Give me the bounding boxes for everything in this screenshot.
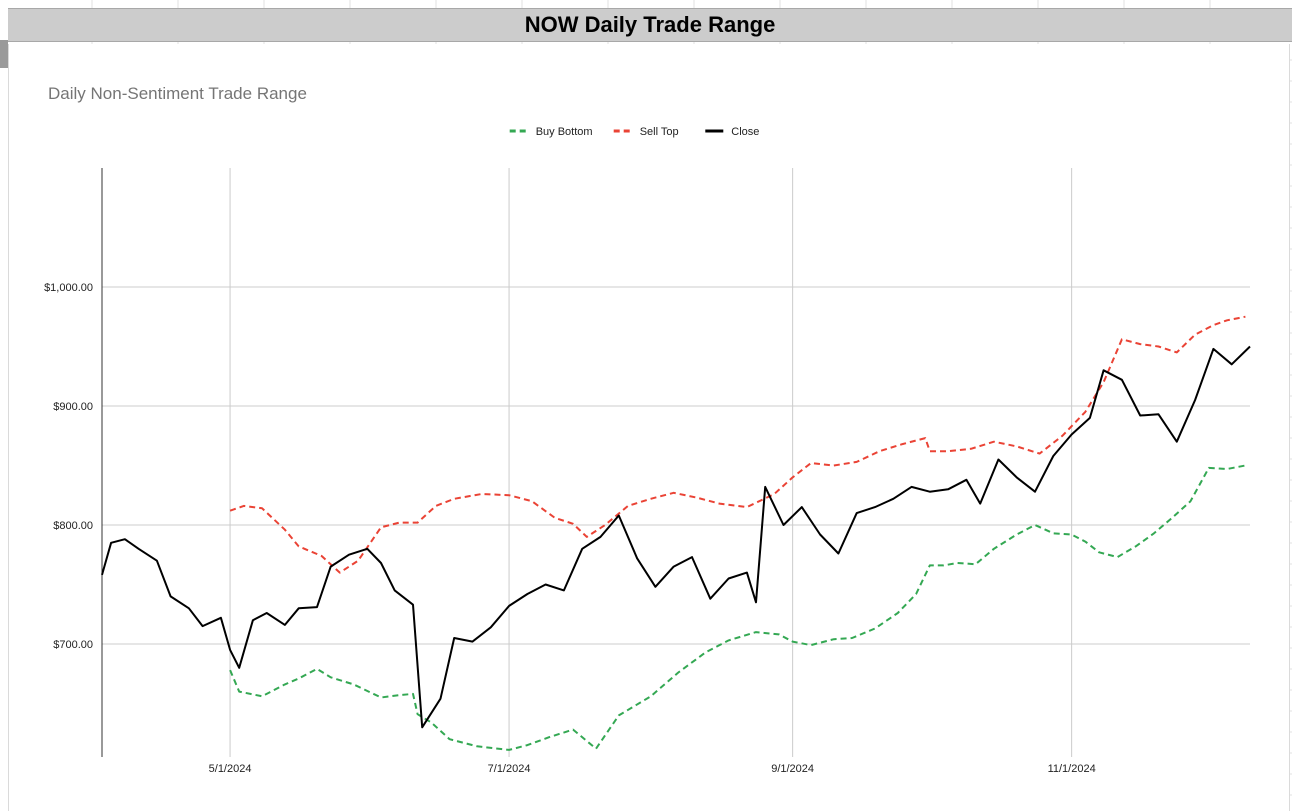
x-tick-label: 7/1/2024 xyxy=(488,763,531,775)
chart-title: Daily Non-Sentiment Trade Range xyxy=(48,84,307,103)
sheet-title-banner: NOW Daily Trade Range xyxy=(8,8,1292,42)
legend-label: Sell Top xyxy=(640,126,679,138)
y-tick-label: $700.00 xyxy=(53,639,93,651)
x-tick-label: 11/1/2024 xyxy=(1048,763,1096,775)
y-tick-label: $800.00 xyxy=(53,520,93,532)
line-chart: $700.00 $800.00 $900.00 $1,000.00 5/1/2024 7/… xyxy=(44,126,1251,775)
y-tick-label: $900.00 xyxy=(53,401,93,413)
series-line-buy-bottom xyxy=(229,464,1246,751)
row-resize-handle[interactable] xyxy=(0,40,8,68)
x-tick-label: 5/1/2024 xyxy=(209,763,252,775)
y-tick-label: $1,000.00 xyxy=(44,282,93,294)
legend-label: Close xyxy=(731,126,759,138)
chart-card[interactable]: Daily Non-Sentiment Trade Range $700.00 $… xyxy=(8,44,1290,811)
series-line-close xyxy=(101,345,1251,729)
x-tick-label: 9/1/2024 xyxy=(771,763,814,775)
legend-label: Buy Bottom xyxy=(536,126,593,138)
series-line-sell-top xyxy=(229,315,1246,574)
